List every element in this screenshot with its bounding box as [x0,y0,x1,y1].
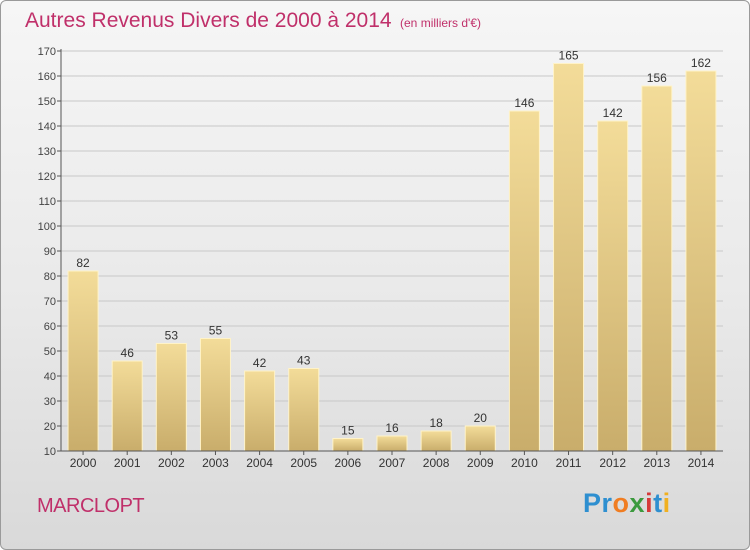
bar-value-label: 146 [514,96,534,110]
x-tick-label: 2002 [158,456,185,470]
x-tick-label: 2009 [467,456,494,470]
x-tick-label: 2008 [423,456,450,470]
bar [199,338,231,452]
x-tick-label: 2006 [335,456,362,470]
y-tick-label: 170 [38,46,56,58]
bars: 82 46 53 55 42 43 15 16 18 20 146 165 142 156 162 [67,49,717,452]
chart-title: Autres Revenus Divers de 2000 à 2014 (en… [25,9,481,33]
bar [376,435,408,452]
y-tick-label: 60 [44,321,56,333]
bar [332,438,364,452]
bar-value-label: 165 [559,49,579,63]
brand-letter: i [645,488,654,518]
bar-value-label: 18 [429,416,443,430]
y-tick-label: 90 [44,246,56,258]
brand-letter: i [662,488,671,518]
x-tick-label: 2004 [246,456,273,470]
brand-letter: r [601,488,613,518]
x-tick-label: 2000 [70,456,97,470]
bar-value-label: 42 [253,356,267,370]
axes: 10 20 30 40 50 60 70 80 90 100 110 120 130 140 150 160 1… [38,46,723,470]
bar-value-label: 162 [691,56,711,70]
bar-value-label: 55 [209,324,223,338]
bar [553,63,585,452]
y-tick-label: 30 [44,396,56,408]
brand-letter: t [653,488,663,518]
brand-letter: x [629,488,646,518]
bar [111,360,143,452]
x-tick-label: 2010 [511,456,538,470]
bar [155,343,187,452]
y-tick-label: 130 [38,146,56,158]
bar [464,425,496,452]
x-tick-label: 2007 [379,456,406,470]
x-tick-label: 2012 [599,456,626,470]
brand-letter: o [612,488,630,518]
bar [67,270,99,452]
bar [288,368,320,452]
x-tick-label: 2003 [202,456,229,470]
bar [685,70,717,452]
city-name: MARCLOPT [37,495,145,517]
bar-value-label: 43 [297,354,311,368]
y-tick-label: 160 [38,71,56,83]
chart-title-text: Autres Revenus Divers de 2000 à 2014 [25,9,392,32]
bar [597,120,629,452]
bar [641,85,673,452]
bar-value-label: 20 [474,411,488,425]
x-tick-label: 2011 [556,456,582,470]
bar-value-label: 156 [647,71,667,85]
y-tick-label: 150 [38,96,56,108]
bar-value-label: 142 [603,106,623,120]
bar [420,430,452,452]
bar [508,110,540,452]
y-tick-label: 140 [38,121,56,133]
y-tick-label: 100 [38,221,56,233]
y-tick-label: 10 [44,446,56,458]
y-tick-label: 40 [44,371,56,383]
bar-value-label: 53 [165,329,179,343]
y-tick-label: 20 [44,421,56,433]
chart-unit-text: (en milliers d'€) [400,16,481,30]
brand-letter: P [583,488,602,518]
bar-value-label: 82 [76,256,90,270]
y-tick-label: 50 [44,346,56,358]
y-tick-label: 70 [44,296,56,308]
x-tick-label: 2001 [114,456,141,470]
y-tick-label: 110 [38,196,56,208]
bar-value-label: 15 [341,424,355,438]
x-tick-label: 2005 [290,456,317,470]
bar-value-label: 46 [121,346,135,360]
y-tick-label: 80 [44,271,56,283]
bar-value-label: 16 [385,421,399,435]
x-tick-label: 2014 [688,456,715,470]
proxiti-logo: Proxiti [583,488,671,519]
y-tick-label: 120 [38,171,56,183]
bar [244,370,276,452]
x-tick-label: 2013 [643,456,670,470]
